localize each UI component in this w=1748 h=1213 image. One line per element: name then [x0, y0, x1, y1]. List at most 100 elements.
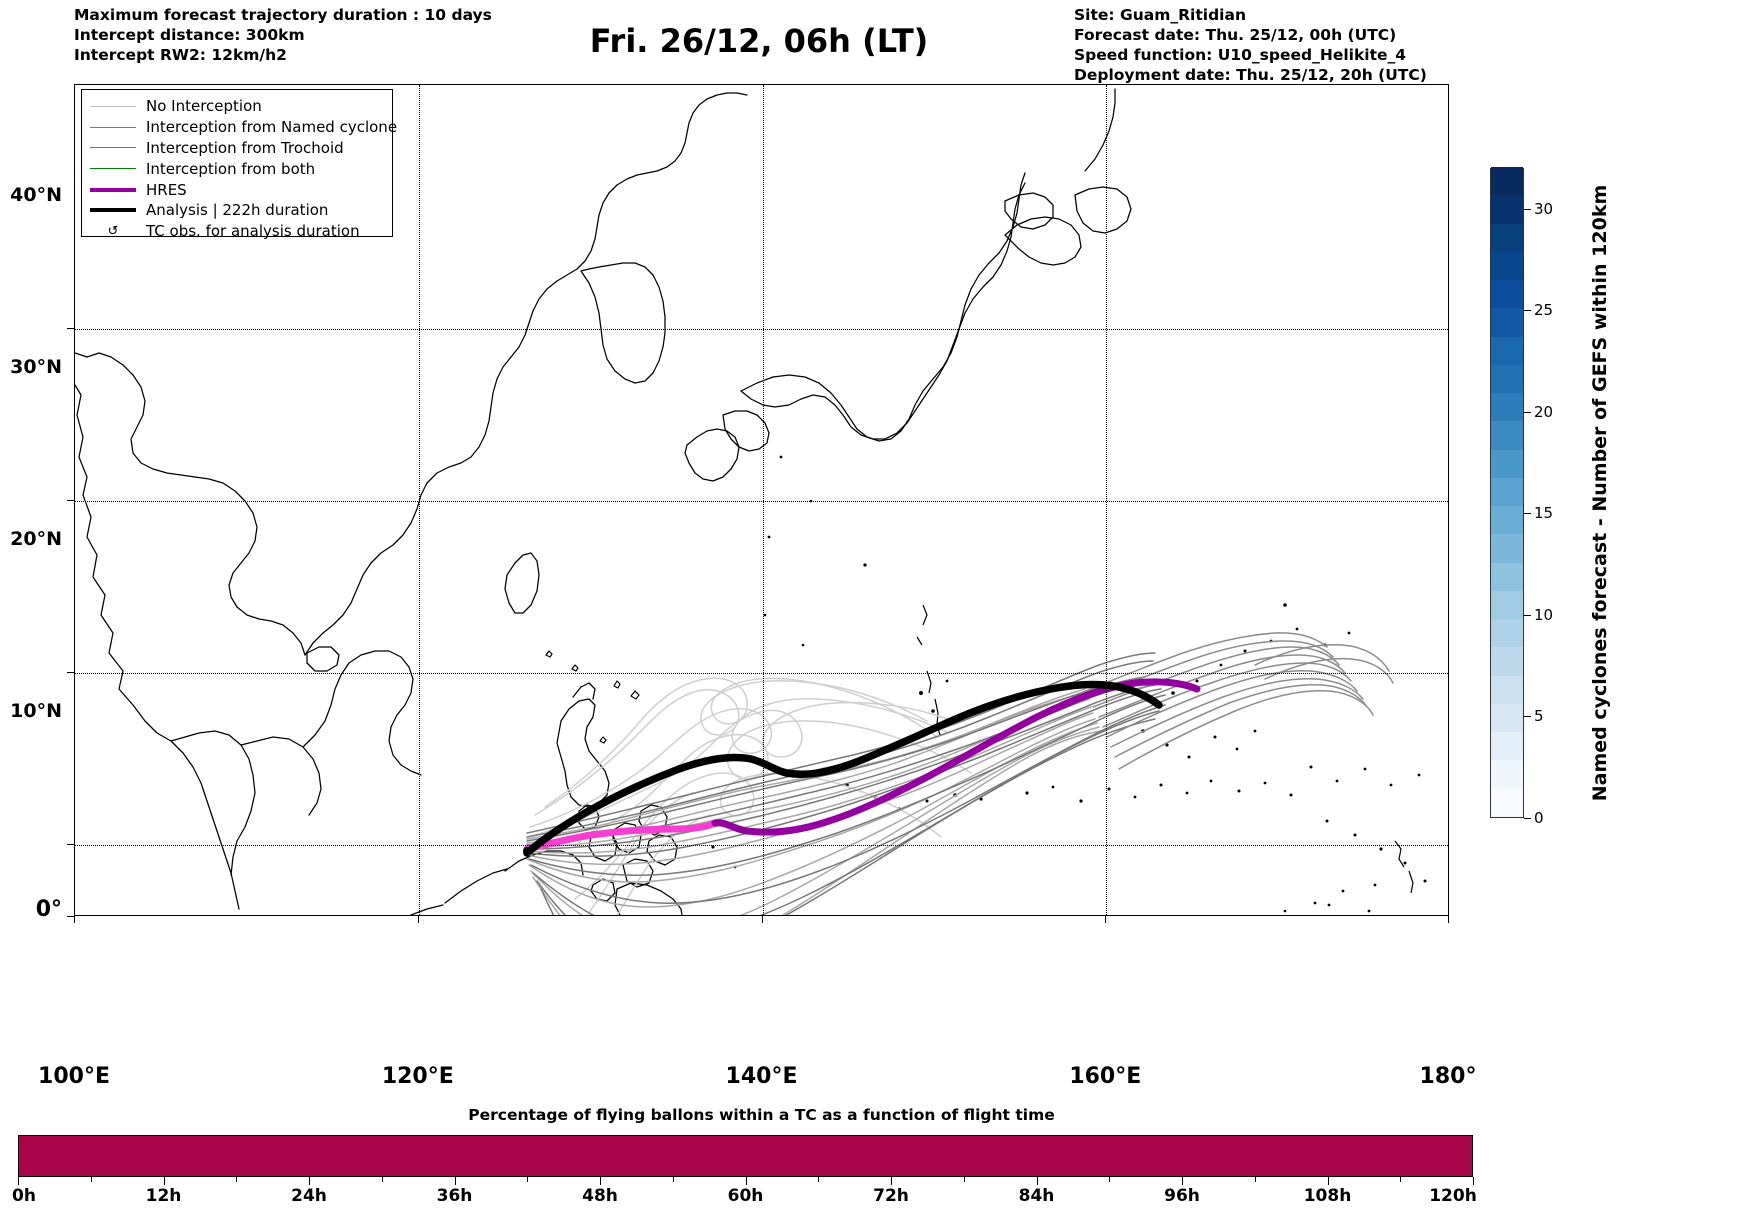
colorbar-tick: [1524, 310, 1531, 312]
percentage-bar-tick-label: 24h: [291, 1186, 327, 1206]
colorbar-tick: [1524, 513, 1531, 515]
legend-label: No Interception: [146, 97, 262, 116]
colorbar-segment: [1491, 760, 1523, 789]
colorbar-axis-label: Named cyclones forecast - Number of GEFS…: [1586, 170, 1614, 816]
percentage-bar-title: Percentage of flying ballons within a TC…: [468, 1106, 1055, 1124]
gridline-lon-140: [762, 85, 764, 915]
ytick-mark-30: [67, 500, 74, 501]
percentage-bar-tick-label: 120h: [1429, 1186, 1477, 1206]
colorbar-segment: [1491, 562, 1523, 591]
colorbar-tick: [1524, 208, 1531, 210]
percentage-bar-tick: [1327, 1177, 1329, 1185]
page-title-text: Fri. 26/12, 06h (LT): [589, 22, 929, 60]
hres-early-track: [523, 819, 719, 853]
colorbar-segment: [1491, 478, 1523, 507]
colorbar-segment: [1491, 195, 1523, 224]
gridline-lat-20: [75, 673, 1448, 675]
gridline-lat-40: [75, 329, 1448, 331]
percentage-bar-tick: [600, 1177, 601, 1185]
percentage-bar-tick: [18, 1177, 19, 1185]
colorbar-segment: [1491, 365, 1523, 394]
percentage-bar-tick-label: 108h: [1303, 1186, 1352, 1206]
percentage-bar-minor-tick: [236, 1177, 238, 1182]
colorbar-segment: [1491, 252, 1523, 281]
gridline-lon-160: [1106, 85, 1108, 915]
ytick-label-0: 0°: [35, 897, 62, 922]
colorbar-segment: [1491, 167, 1523, 196]
legend-swatch-no-interception: [90, 105, 136, 107]
colorbar-axis-label-text: Named cyclones forecast - Number of GEFS…: [1589, 184, 1611, 802]
colorbar-tick: [1524, 818, 1531, 819]
colorbar-tick-label: 10: [1534, 605, 1554, 624]
colorbar-tick-label: 20: [1534, 402, 1554, 421]
gridline-lat-10: [75, 845, 1448, 846]
percentage-bar-tick-label: 72h: [873, 1186, 909, 1206]
legend-swatch-trochoid: [90, 147, 136, 149]
ytick-mark-0: [67, 916, 74, 917]
colorbar-segment: [1491, 223, 1523, 252]
legend-label: TC obs. for analysis duration: [146, 222, 360, 241]
colorbar-segment: [1491, 393, 1523, 422]
ytick-label-10: 10°N: [10, 700, 62, 722]
ytick-mark-40: [67, 328, 74, 329]
colorbar-segment: [1491, 788, 1523, 817]
xtick-label-100: 100°E: [38, 1064, 110, 1089]
xtick-mark-120: [417, 916, 419, 923]
xtick-mark-180: [1448, 916, 1449, 923]
legend-label: Analysis | 222h duration: [146, 201, 329, 220]
percentage-bar-tick: [1473, 1177, 1474, 1185]
percentage-bar-tick-label: 84h: [1018, 1186, 1055, 1206]
ensemble-trajectories-layer: [526, 632, 1394, 915]
colorbar-tick-label: 5: [1534, 707, 1544, 726]
xtick-label-120: 120°E: [381, 1064, 454, 1089]
percentage-bar-minor-tick: [90, 1177, 92, 1182]
legend-label: HRES: [146, 180, 187, 199]
percentage-bar-minor-tick: [527, 1177, 529, 1182]
colorbar-segment: [1491, 336, 1523, 365]
colorbar-gradient: [1490, 167, 1524, 818]
legend-item-analysis: Analysis | 222h duration: [90, 200, 384, 221]
header-right-info: Site: Guam_Ritidian Forecast date: Thu. …: [1074, 6, 1427, 85]
map-plot-area: No Interception Interception from Named …: [74, 84, 1449, 916]
page-title: Fri. 26/12, 06h (LT): [0, 22, 1748, 60]
legend-item-hres: HRES: [90, 179, 384, 200]
colorbar-segment: [1491, 449, 1523, 478]
percentage-bar-tick-label: 60h: [727, 1186, 764, 1206]
percentage-bar-fill: [19, 1136, 1472, 1176]
legend-item-trochoid: Interception from Trochoid: [90, 138, 384, 159]
hres-track: [711, 678, 1201, 836]
percentage-bar-tick: [1036, 1177, 1038, 1185]
colorbar-tick-label: 30: [1534, 199, 1554, 218]
legend-label: Interception from Trochoid: [146, 138, 344, 157]
pacific-islands-layer: [685, 455, 1427, 913]
coastlines-layer: [75, 88, 1132, 915]
percentage-bar-tick: [891, 1177, 892, 1185]
percentage-bar-minor-tick: [672, 1177, 674, 1182]
xtick-label-180: 180°: [1419, 1064, 1477, 1089]
colorbar-segment: [1491, 506, 1523, 535]
cyclone-marker-icon: ↺: [107, 223, 119, 239]
percentage-bar-tick-label: 48h: [582, 1186, 618, 1206]
colorbar-tick-label: 0: [1534, 809, 1544, 827]
percentage-bar-minor-tick: [1254, 1177, 1256, 1182]
legend-box: No Interception Interception from Named …: [81, 89, 397, 240]
header-left-info: Maximum forecast trajectory duration : 1…: [74, 6, 492, 65]
legend-item-no-interception: No Interception: [90, 96, 384, 117]
gridline-lat-30: [75, 501, 1448, 503]
colorbar-segment: [1491, 308, 1523, 337]
colorbar-segment: [1491, 732, 1523, 761]
analysis-track: [523, 680, 1163, 857]
legend-swatch-named-cyclone: [90, 126, 136, 128]
colorbar-segment: [1491, 280, 1523, 309]
legend-item-tc-obs: ↺ TC obs. for analysis duration: [90, 221, 384, 242]
colorbar: 0 5 10 15 20 25 30: [1490, 167, 1553, 827]
ytick-mark-10: [67, 844, 74, 845]
percentage-bar-tick-label: 12h: [145, 1186, 182, 1206]
colorbar-segment: [1491, 704, 1523, 733]
legend-swatch-analysis: [90, 208, 136, 213]
ytick-mark-20: [67, 672, 74, 673]
colorbar-tick: [1524, 716, 1531, 718]
colorbar-segment: [1491, 534, 1523, 563]
colorbar-segment: [1491, 421, 1523, 450]
percentage-bar-minor-tick: [1400, 1177, 1402, 1182]
